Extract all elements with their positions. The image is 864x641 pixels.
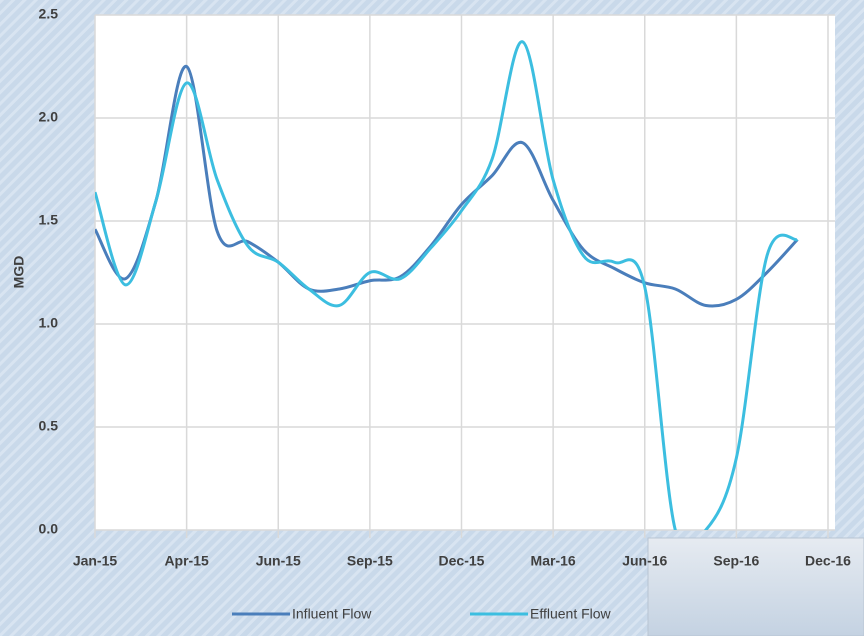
plot-area bbox=[95, 15, 835, 530]
y-axis-title: MGD bbox=[11, 256, 27, 289]
y-tick-label: 1.0 bbox=[39, 315, 59, 331]
x-tick-label: Apr-15 bbox=[164, 553, 209, 569]
legend-label: Influent Flow bbox=[292, 606, 372, 622]
overlay-panel bbox=[647, 537, 864, 637]
y-tick-label: 2.0 bbox=[39, 109, 59, 125]
y-tick-label: 0.5 bbox=[39, 418, 59, 434]
x-tick-label: Jun-16 bbox=[622, 553, 667, 569]
y-tick-label: 0.0 bbox=[39, 521, 59, 537]
x-tick-label: Mar-16 bbox=[531, 553, 576, 569]
x-tick-label: Sep-15 bbox=[347, 553, 393, 569]
legend-label: Effluent Flow bbox=[530, 606, 612, 622]
x-tick-label: Jan-15 bbox=[73, 553, 118, 569]
y-tick-label: 2.5 bbox=[39, 6, 59, 22]
x-tick-label: Sep-16 bbox=[713, 553, 759, 569]
x-tick-label: Dec-16 bbox=[805, 553, 851, 569]
x-tick-label: Dec-15 bbox=[439, 553, 485, 569]
x-tick-label: Jun-15 bbox=[256, 553, 301, 569]
series-line bbox=[95, 40, 799, 530]
y-tick-label: 1.5 bbox=[39, 212, 59, 228]
